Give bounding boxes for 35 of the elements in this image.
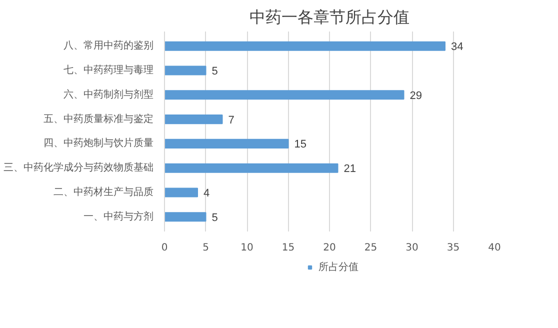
y-tick-label: 七、中药药理与毒理	[64, 64, 154, 76]
x-tick-label: 35	[446, 242, 460, 254]
y-tick-label: 一、中药与方剂	[84, 210, 154, 222]
y-tick-label: 八、常用中药的鉴别	[64, 40, 154, 52]
data-label: 5	[212, 212, 218, 224]
x-tick-label: 0	[161, 242, 168, 254]
y-tick-label: 二、中药材生产与品质	[54, 186, 154, 198]
bar	[164, 114, 223, 124]
data-label: 15	[294, 138, 306, 151]
bar	[164, 188, 198, 198]
data-label: 29	[410, 90, 422, 102]
bar	[164, 163, 338, 173]
data-label: 4	[204, 187, 210, 200]
data-label: 7	[228, 114, 234, 126]
legend-label: 所占分值	[318, 260, 358, 274]
data-label: 5	[212, 66, 218, 78]
bar	[164, 138, 289, 148]
x-tick-label: 20	[323, 242, 336, 254]
y-tick-label: 三、中药化学成分与药效物质基础	[4, 162, 154, 174]
chart-title: 中药一各章节所占分值	[250, 8, 410, 26]
bar	[164, 41, 446, 51]
bar	[164, 90, 404, 100]
x-tick-label: 10	[240, 242, 254, 254]
x-tick-label: 5	[202, 242, 209, 254]
x-tick-label: 25	[364, 242, 378, 254]
y-tick-label: 六、中药制剂与剂型	[64, 88, 154, 100]
data-label: 21	[344, 163, 356, 176]
bar	[164, 66, 206, 76]
x-tick-label: 30	[406, 242, 418, 254]
bar	[164, 212, 206, 222]
x-tick-label: 15	[282, 242, 295, 254]
x-tick-label: 40	[488, 242, 501, 254]
data-label: 34	[451, 41, 464, 54]
y-tick-label: 四、中药炮制与饮片质量	[44, 137, 154, 150]
y-tick-label: 五、中药质量标准与鉴定	[44, 112, 154, 125]
